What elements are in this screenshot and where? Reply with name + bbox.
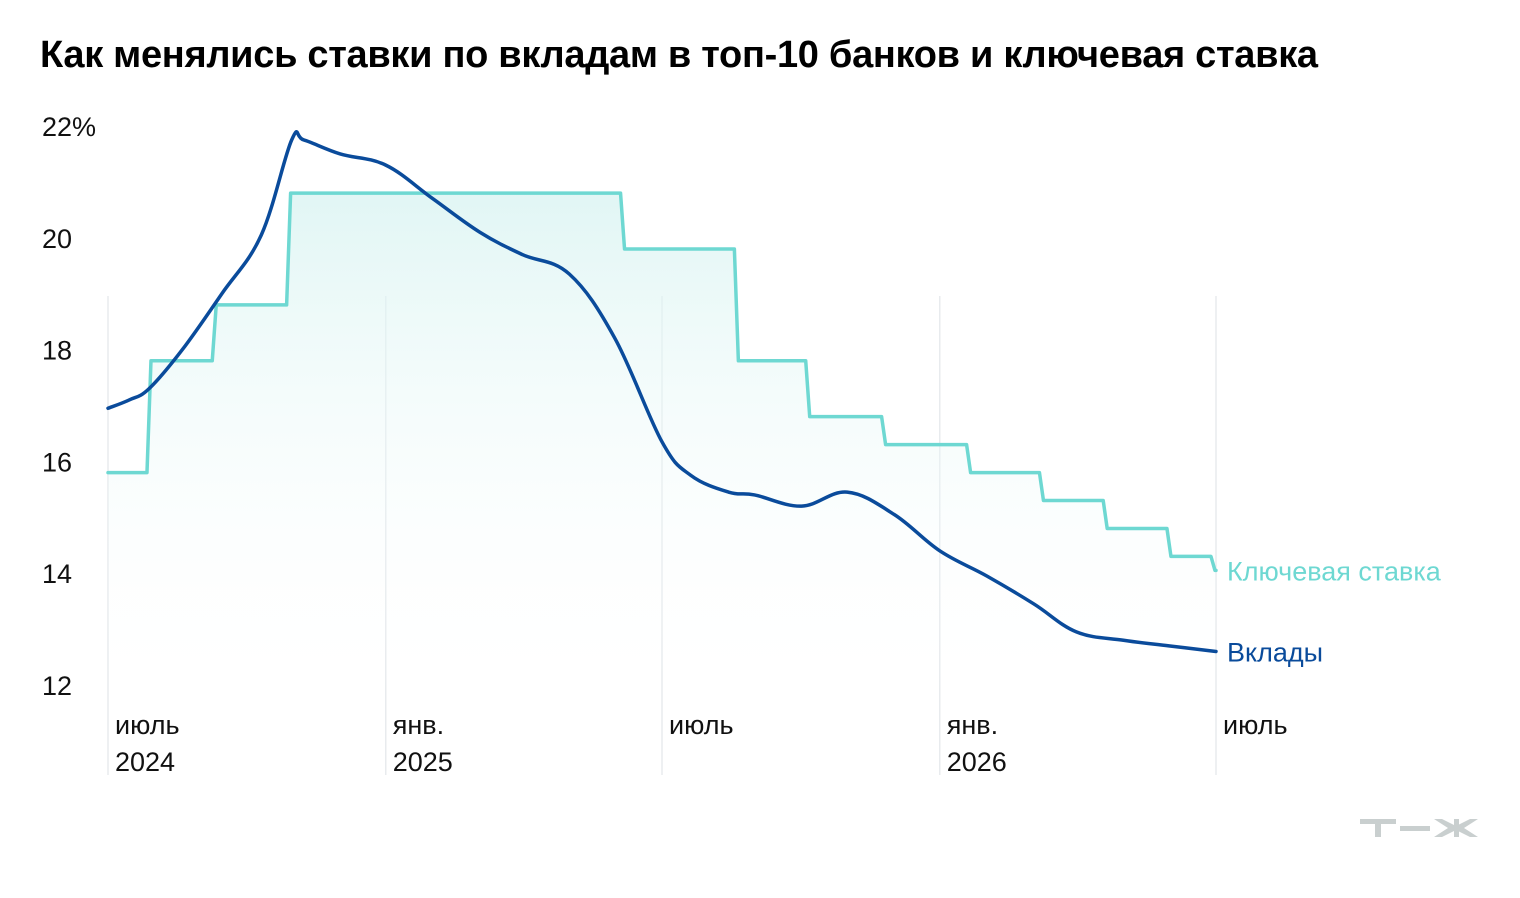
x-axis: июль 2024 янв. 2025 июль янв. 2026 июль (115, 710, 1288, 777)
key-rate-label: Ключевая ставка (1227, 556, 1442, 586)
x-tick-label-2: июль (669, 710, 734, 740)
y-tick-label-2: 18 (42, 336, 72, 366)
chart-title: Как менялись ставки по вкладам в топ-10 … (40, 34, 1318, 76)
x-tick-label-4: июль (1223, 710, 1288, 740)
x-tick-label-1: янв. (393, 710, 444, 740)
x-tick-year-0: 2024 (115, 747, 175, 777)
x-tick-year-3: 2026 (947, 747, 1007, 777)
tzh-logo (1360, 819, 1478, 837)
x-tick-label-0: июль (115, 710, 180, 740)
y-tick-label-3: 16 (42, 447, 72, 477)
key-rate-area (108, 193, 1216, 705)
key-rate-fill (108, 193, 1216, 705)
series-labels: Ключевая ставка Вклады (1227, 556, 1442, 667)
y-tick-label-5: 12 (42, 671, 72, 701)
deposits-line (106, 130, 1218, 654)
y-axis: 22% 20 18 16 14 12 (42, 112, 96, 701)
y-tick-label-4: 14 (42, 559, 72, 589)
x-tick-label-3: янв. (947, 710, 998, 740)
x-tick-year-1: 2025 (393, 747, 453, 777)
y-tick-label-1: 20 (42, 224, 72, 254)
series-lines (106, 130, 1218, 654)
key-rate-line (106, 191, 1218, 573)
y-tick-label-0: 22% (42, 112, 96, 142)
deposits-label: Вклады (1227, 637, 1323, 667)
